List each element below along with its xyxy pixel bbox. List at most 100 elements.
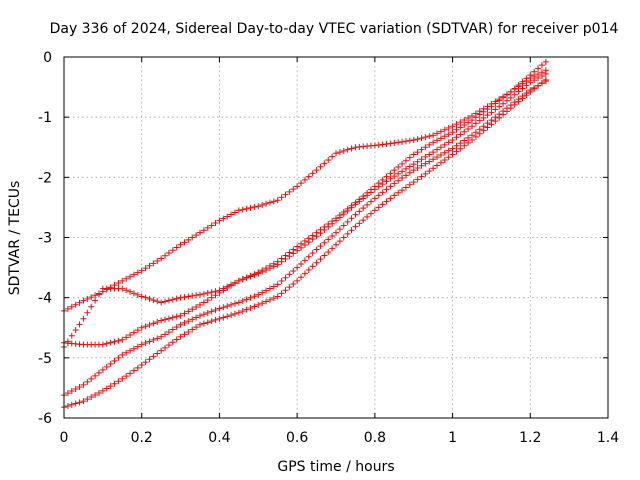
data-point (445, 124, 452, 131)
data-point (127, 288, 134, 295)
data-point (441, 126, 448, 133)
data-point (461, 121, 468, 128)
data-point (177, 312, 184, 319)
data-point (270, 283, 277, 290)
data-point (410, 151, 417, 158)
data-point (333, 229, 339, 236)
data-point (142, 359, 149, 366)
data-point (383, 198, 390, 205)
series-4 (61, 78, 549, 399)
data-point (247, 294, 254, 301)
data-point (434, 130, 441, 137)
data-point (216, 315, 223, 322)
data-point (406, 154, 413, 161)
data-point (406, 137, 413, 144)
data-point (212, 316, 219, 323)
data-point (418, 173, 425, 180)
data-point (410, 167, 417, 174)
data-point (325, 223, 332, 230)
data-point (298, 274, 305, 281)
data-point (290, 267, 297, 274)
data-point (134, 364, 141, 371)
data-point (321, 252, 328, 259)
data-point (173, 336, 180, 343)
data-point (154, 257, 161, 264)
data-point (461, 128, 468, 135)
data-point (200, 311, 207, 318)
data-point (243, 306, 250, 313)
data-point (538, 72, 545, 79)
y-tick-label: -3 (38, 231, 52, 247)
data-point (231, 300, 238, 307)
data-point (441, 141, 448, 148)
data-point (426, 133, 433, 140)
data-point (371, 207, 378, 214)
data-point (422, 134, 429, 141)
data-point (224, 313, 231, 320)
data-point (402, 165, 409, 172)
data-point (476, 111, 483, 118)
data-point (434, 162, 441, 169)
data-point (80, 381, 87, 388)
data-point (220, 304, 227, 311)
data-point (282, 256, 289, 263)
data-point (453, 134, 460, 141)
data-point (95, 369, 102, 376)
data-point (243, 205, 250, 212)
data-point (235, 277, 242, 284)
data-point (321, 160, 328, 167)
data-point (395, 163, 402, 170)
data-point (414, 164, 421, 171)
data-point (402, 172, 409, 179)
data-point (387, 170, 394, 177)
data-point (189, 306, 196, 313)
data-point (527, 88, 534, 95)
data-point (150, 260, 157, 267)
data-point (290, 250, 297, 257)
data-point (430, 139, 437, 146)
data-point (336, 238, 343, 245)
data-point (204, 309, 211, 316)
data-point (189, 326, 196, 333)
data-point (457, 131, 464, 138)
data-point (286, 253, 293, 260)
data-point (426, 151, 433, 158)
data-point (410, 179, 417, 186)
data-point (469, 117, 475, 124)
data-point (181, 310, 188, 317)
data-point (449, 123, 456, 130)
data-point (356, 198, 363, 205)
data-point (154, 335, 161, 342)
data-point (266, 265, 273, 272)
data-point (76, 321, 83, 328)
data-point (142, 294, 149, 301)
data-point (95, 291, 102, 298)
data-point (115, 279, 122, 286)
data-point (434, 137, 441, 144)
data-point (123, 334, 130, 341)
data-point (111, 338, 118, 345)
data-point (379, 189, 386, 196)
data-point (259, 300, 266, 307)
data-point (461, 137, 468, 144)
data-point (200, 299, 207, 306)
data-point (216, 217, 223, 224)
data-point (138, 293, 145, 300)
data-point (437, 144, 444, 151)
data-point (391, 167, 398, 174)
data-point (154, 350, 161, 357)
data-point (158, 333, 165, 340)
grid-lines (64, 57, 608, 418)
data-point (356, 220, 363, 227)
data-point (173, 313, 180, 320)
data-point (200, 227, 207, 234)
data-point (197, 321, 203, 328)
y-tick-label: 0 (43, 50, 52, 66)
data-point (492, 100, 499, 107)
data-point (123, 373, 130, 380)
data-point (472, 133, 479, 140)
data-point (282, 191, 289, 198)
data-point (333, 217, 339, 224)
data-point (542, 76, 549, 83)
data-point (465, 125, 472, 132)
